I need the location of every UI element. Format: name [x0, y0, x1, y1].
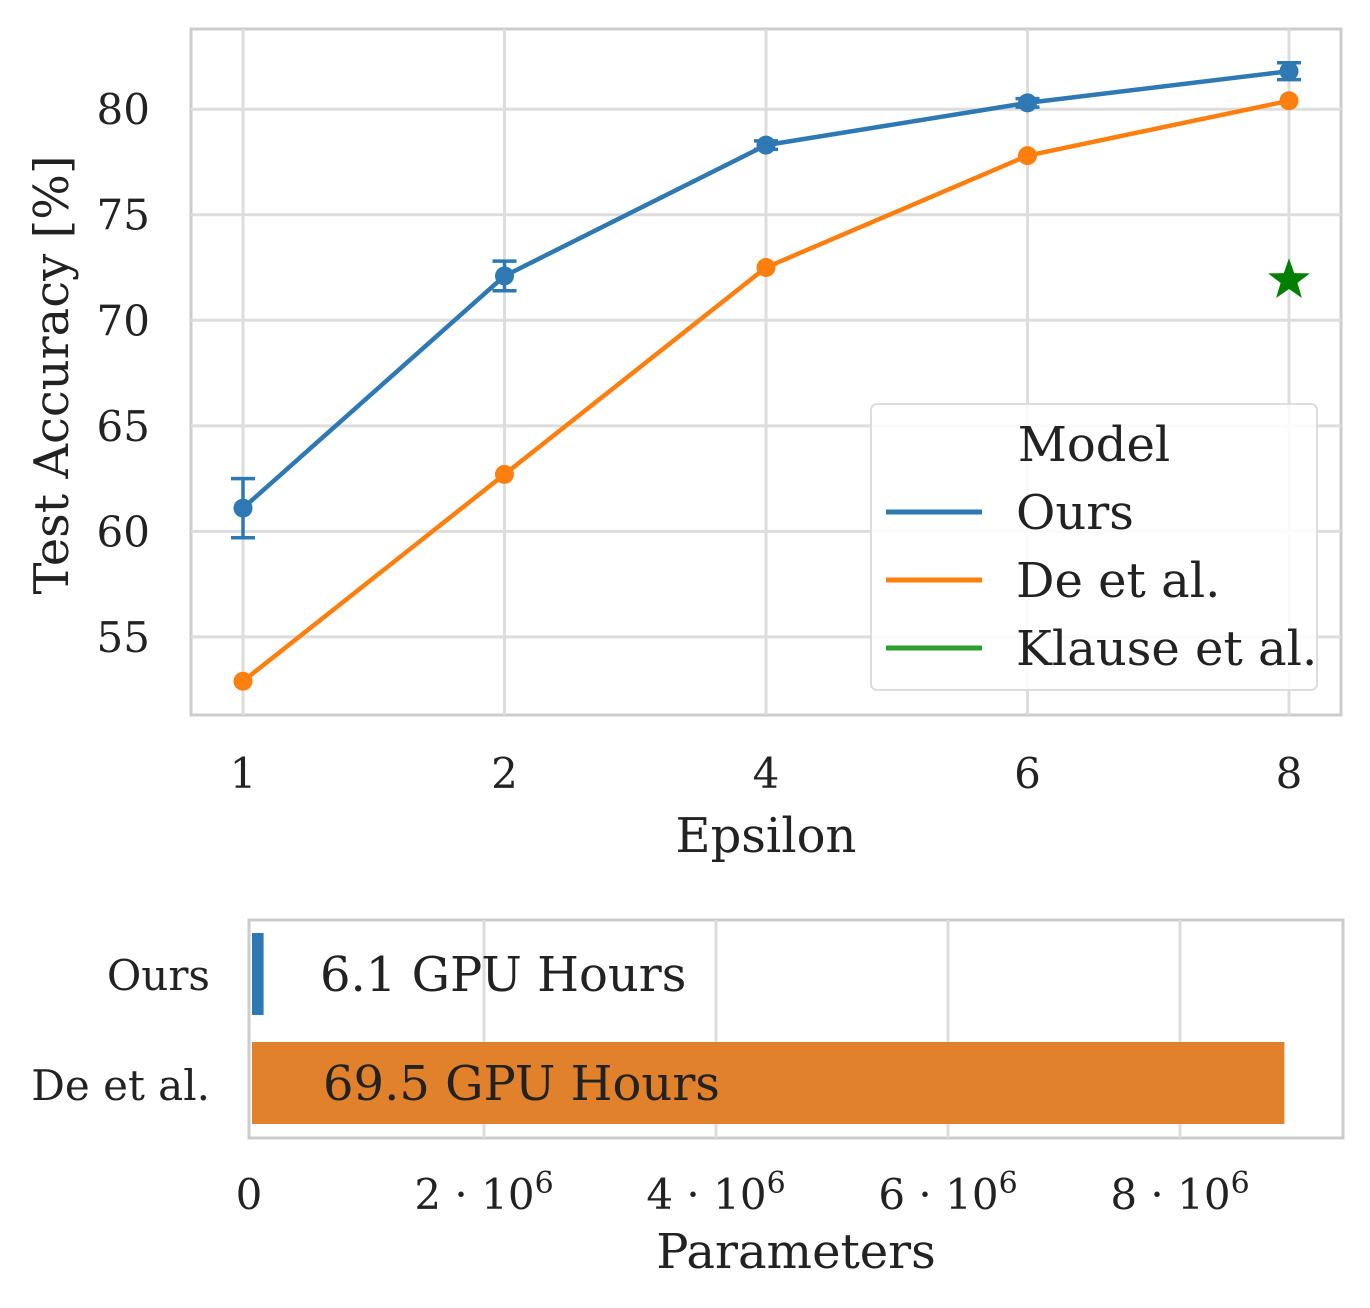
- legend-label-ours: Ours: [1016, 485, 1134, 541]
- point-ours-8: [1279, 61, 1299, 81]
- point-ours-4: [756, 135, 776, 155]
- bar-x-tick-label-2: 4 · 106: [646, 1166, 785, 1219]
- bar-label-de-et-al: 69.5 GPU Hours: [323, 1056, 720, 1112]
- bar-chart-x-axis-label: Parameters: [656, 1224, 936, 1280]
- x-tick-label-4: 4: [753, 749, 780, 798]
- chart-legend: Model Ours De et al. Klause et al.: [870, 403, 1318, 691]
- point-de-et-al-2: [495, 464, 514, 484]
- bar-x-tick-label-4: 8 · 106: [1110, 1166, 1249, 1219]
- bar-x-tick-label-0: 0: [236, 1170, 263, 1219]
- category-label-de-et-al: De et al.: [31, 1061, 210, 1110]
- legend-label-de-et-al: De et al.: [1016, 553, 1220, 609]
- y-tick-label-70: 70: [97, 296, 150, 345]
- bar-chart-bars: 6.1 GPU Hours 69.5 GPU Hours: [252, 933, 1285, 1124]
- bar-ours: [252, 933, 264, 1015]
- line-chart-y-axis-label: Test Accuracy [%]: [24, 155, 80, 594]
- bar-x-tick-label-3: 6 · 106: [878, 1166, 1017, 1219]
- x-tick-label-8: 8: [1276, 749, 1303, 798]
- bar-de-et-al: [252, 1042, 1285, 1124]
- star-marker-klause-et-al: [1268, 258, 1310, 298]
- point-de-et-al-4: [756, 258, 776, 278]
- point-de-et-al-1: [233, 671, 253, 691]
- legend-title: Model: [1018, 417, 1171, 473]
- line-chart-y-ticks: 55 60 65 70 75 80: [97, 85, 150, 662]
- legend-label-klause-et-al: Klause et al.: [1016, 621, 1317, 677]
- line-chart-x-ticks: 1 2 4 6 8: [230, 749, 1303, 798]
- x-tick-label-1: 1: [230, 749, 257, 798]
- bar-x-tick-exponent-4: 6: [1231, 1166, 1250, 1201]
- point-de-et-al-6: [1018, 146, 1037, 166]
- line-chart-series: [231, 61, 1310, 691]
- accuracy-line-chart: 1 2 4 6 8 55 60 65 70 75 80 Epsilon Test Accuracy…: [24, 27, 1343, 864]
- point-ours-1: [233, 498, 253, 518]
- x-tick-label-2: 2: [491, 749, 518, 798]
- y-tick-label-65: 65: [97, 402, 150, 451]
- category-label-ours: Ours: [107, 951, 210, 1000]
- bar-x-tick-exponent-3: 6: [999, 1166, 1018, 1201]
- line-chart-x-axis-label: Epsilon: [676, 808, 857, 864]
- point-ours-2: [495, 266, 514, 286]
- parameters-bar-chart: 6.1 GPU Hours 69.5 GPU Hours Ours De et al…: [31, 918, 1345, 1280]
- bar-x-tick-exponent-2: 6: [767, 1166, 786, 1201]
- y-tick-label-80: 80: [97, 85, 150, 134]
- bar-chart-x-ticks: 0 2 · 106 4 · 106 6 · 106 8 · 106: [236, 1166, 1250, 1219]
- x-tick-label-6: 6: [1014, 749, 1041, 798]
- bar-x-tick-exponent-1: 6: [535, 1166, 554, 1201]
- point-ours-6: [1018, 93, 1037, 113]
- y-tick-label-75: 75: [97, 191, 150, 240]
- bar-x-tick-label-1: 2 · 106: [414, 1166, 553, 1219]
- point-de-et-al-8: [1279, 91, 1299, 111]
- y-tick-label-55: 55: [97, 613, 150, 662]
- bar-chart-category-labels: Ours De et al.: [31, 951, 210, 1110]
- y-tick-label-60: 60: [97, 507, 150, 556]
- legend-box: [870, 403, 1318, 691]
- bar-label-ours: 6.1 GPU Hours: [320, 947, 686, 1003]
